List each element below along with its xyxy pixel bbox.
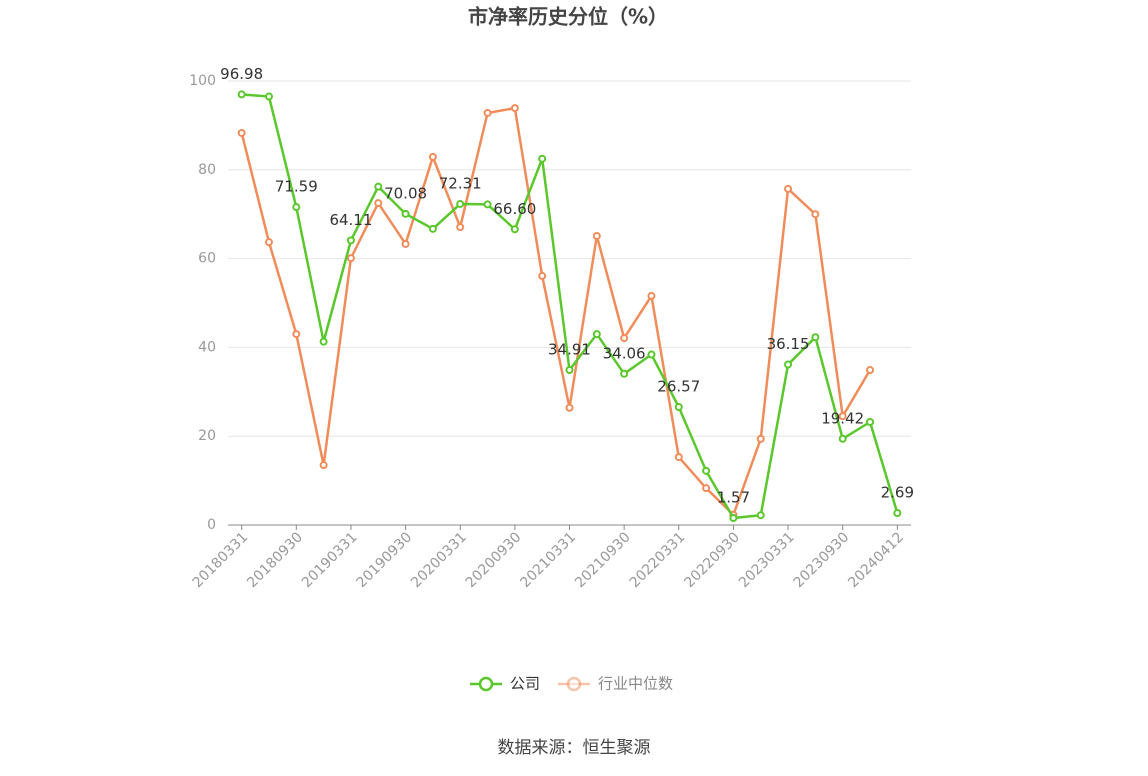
data-point (510, 225, 519, 234)
y-tick-label: 80 (198, 162, 216, 178)
data-label: 1.57 (717, 489, 750, 507)
data-point (756, 511, 765, 520)
data-point (538, 271, 547, 280)
data-point (838, 434, 847, 443)
data-point (811, 333, 820, 342)
data-point (592, 231, 601, 240)
data-point (592, 330, 601, 339)
data-point (346, 236, 355, 245)
data-point (319, 461, 328, 470)
legend-marker (566, 676, 582, 692)
y-tick-label: 60 (198, 251, 216, 267)
data-point (674, 453, 683, 462)
x-tick-label: 20240412 (845, 529, 907, 591)
x-tick-label: 20230930 (791, 529, 853, 591)
data-label: 36.15 (767, 335, 810, 353)
legend-label: 公司 (510, 675, 540, 693)
data-point (784, 360, 793, 369)
data-point (674, 403, 683, 412)
legend-label: 行业中位数 (598, 675, 673, 693)
data-point (565, 365, 574, 374)
data-point (319, 337, 328, 346)
data-point (702, 484, 711, 493)
data-label: 19.42 (821, 409, 864, 427)
data-point (538, 154, 547, 163)
data-point (428, 152, 437, 161)
data-point (374, 199, 383, 208)
data-point (483, 108, 492, 117)
y-tick-label: 40 (198, 339, 216, 355)
data-point (292, 330, 301, 339)
data-point (647, 350, 656, 359)
data-label: 96.98 (220, 65, 263, 83)
data-point (866, 366, 875, 375)
x-tick-label: 20210930 (572, 529, 634, 591)
chart-title: 市净率历史分位（%） (468, 5, 668, 29)
data-point (811, 210, 820, 219)
data-label: 34.91 (548, 340, 591, 358)
data-point (237, 128, 246, 137)
data-point (866, 417, 875, 426)
x-tick-label: 20200331 (408, 529, 470, 591)
x-tick-label: 20180331 (190, 529, 252, 591)
data-point (264, 92, 273, 101)
data-point (838, 412, 847, 421)
data-point (729, 514, 738, 523)
data-point (620, 334, 629, 343)
x-tick-label: 20190331 (299, 529, 361, 591)
data-point (647, 291, 656, 300)
data-point (565, 403, 574, 412)
data-label: 2.69 (881, 484, 914, 502)
data-label: 72.31 (439, 174, 482, 192)
data-point (702, 466, 711, 475)
data-label: 70.08 (384, 184, 427, 202)
data-label: 64.11 (329, 211, 372, 229)
data-label: 34.06 (603, 344, 646, 362)
data-point (428, 224, 437, 233)
data-point (401, 239, 410, 248)
x-tick-label: 20230331 (736, 529, 798, 591)
y-tick-label: 100 (189, 73, 216, 89)
data-point (620, 369, 629, 378)
data-point (346, 254, 355, 263)
x-tick-label: 20190930 (354, 529, 416, 591)
source: 数据来源：恒生聚源 (498, 738, 651, 758)
data-point (893, 509, 902, 518)
legend-marker (478, 676, 494, 692)
data-point (483, 200, 492, 209)
x-tick-label: 20200930 (463, 529, 525, 591)
data-point (510, 104, 519, 113)
data-point (401, 209, 410, 218)
data-point (784, 184, 793, 193)
data-point (374, 182, 383, 191)
series-line (241, 93, 899, 520)
series-line (240, 106, 872, 518)
data-point (456, 223, 465, 232)
y-tick-label: 0 (207, 517, 216, 533)
y-tick-label: 20 (198, 428, 216, 444)
data-point (264, 238, 273, 247)
x-tick-label: 20210331 (517, 529, 579, 591)
data-point (756, 434, 765, 443)
x-tick-label: 20220331 (627, 529, 689, 591)
data-point (292, 203, 301, 212)
data-label: 26.57 (657, 378, 700, 396)
data-label: 71.59 (275, 178, 318, 196)
data-point (237, 90, 246, 99)
x-tick-label: 20220930 (681, 529, 743, 591)
data-label: 66.60 (493, 200, 536, 218)
x-tick-label: 20180930 (244, 529, 306, 591)
data-point (456, 199, 465, 208)
